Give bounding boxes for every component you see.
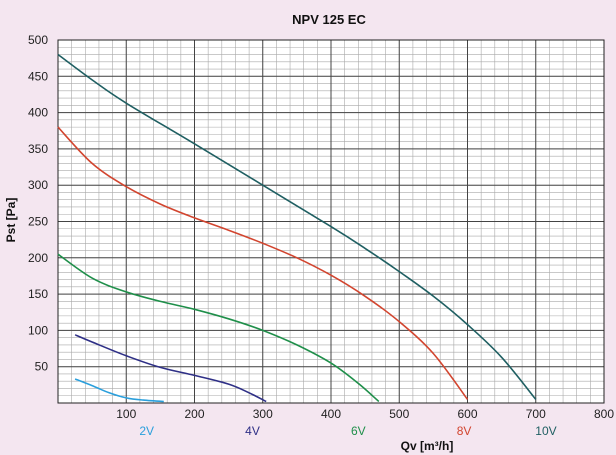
- y-axis-ticks: 50 100 150 200 250 300 350 400 450 500: [28, 33, 48, 374]
- plot-border: [57, 39, 605, 404]
- series-label-4V: 4V: [245, 424, 260, 438]
- y-tick-label: 350: [28, 142, 48, 156]
- series-line-2V: [74, 378, 164, 403]
- x-tick-label: 300: [253, 407, 273, 421]
- series-label-6V: 6V: [351, 424, 366, 438]
- series-label-2V: 2V: [139, 424, 154, 438]
- series-lines: [57, 53, 537, 403]
- chart-title: NPV 125 EC: [292, 12, 366, 27]
- x-axis-ticks: 100 200 300 400 500 600 700 800: [116, 407, 614, 421]
- x-tick-label: 800: [594, 407, 614, 421]
- y-tick-label: 50: [35, 360, 49, 374]
- y-tick-label: 100: [28, 323, 48, 337]
- series-line-6V: [57, 253, 380, 403]
- y-axis-label: Pst [Pa]: [4, 198, 18, 243]
- y-tick-label: 150: [28, 287, 48, 301]
- y-tick-label: 200: [28, 251, 48, 265]
- grid: [57, 39, 605, 404]
- y-tick-label: 400: [28, 106, 48, 120]
- x-tick-label: 600: [457, 407, 477, 421]
- y-tick-label: 250: [28, 215, 48, 229]
- x-axis-label: Qv [m³/h]: [401, 439, 454, 453]
- series-line-8V: [57, 126, 469, 400]
- x-tick-label: 700: [526, 407, 546, 421]
- x-tick-label: 200: [184, 407, 204, 421]
- series-label-8V: 8V: [457, 424, 472, 438]
- x-tick-label: 100: [116, 407, 136, 421]
- y-tick-label: 500: [28, 33, 48, 47]
- x-tick-label: 400: [321, 407, 341, 421]
- series-label-10V: 10V: [535, 424, 556, 438]
- series-labels: 2V 4V 6V 8V 10V: [139, 424, 556, 438]
- y-tick-label: 300: [28, 178, 48, 192]
- x-tick-label: 500: [389, 407, 409, 421]
- series-line-4V: [74, 334, 267, 403]
- series-line-10V: [57, 53, 537, 400]
- y-tick-label: 450: [28, 69, 48, 83]
